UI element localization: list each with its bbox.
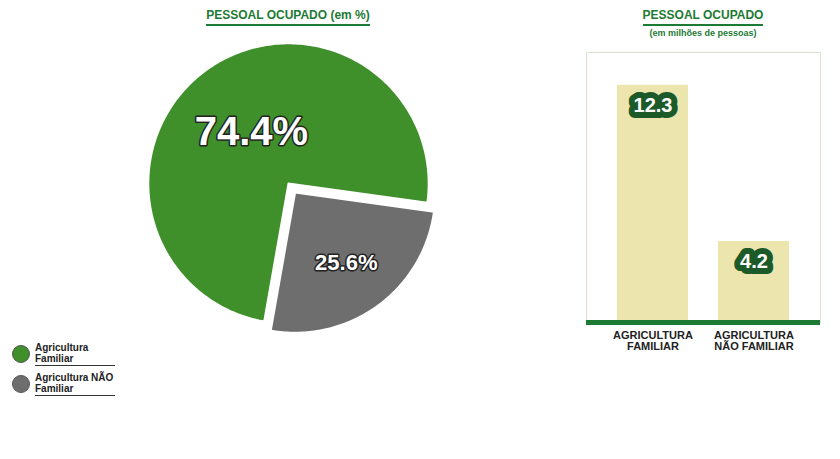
svg-text:AGRICULTURAFAMILIAR: AGRICULTURAFAMILIAR [613,329,693,352]
svg-text:12.3: 12.3 [634,94,673,116]
svg-text:AGRICULTURANÃO FAMILIAR: AGRICULTURANÃO FAMILIAR [714,329,794,352]
html-text:PESSOAL OCUPADO (em %): PESSOAL OCUPADO (em %) [206,8,370,22]
html-text:PESSOAL OCUPADO: PESSOAL OCUPADO [642,8,764,22]
html-text:Agricultura Familiar: Agricultura Familiar [35,342,89,364]
svg-text:25.6%: 25.6% [315,250,377,275]
svg-text:4.2: 4.2 [740,250,768,272]
html-text:(em milhões de pessoas): (em milhões de pessoas) [649,28,757,38]
html-text:Agricultura NÃO Familiar: Agricultura NÃO Familiar [35,372,114,394]
svg-text:74.4%: 74.4% [195,109,308,153]
